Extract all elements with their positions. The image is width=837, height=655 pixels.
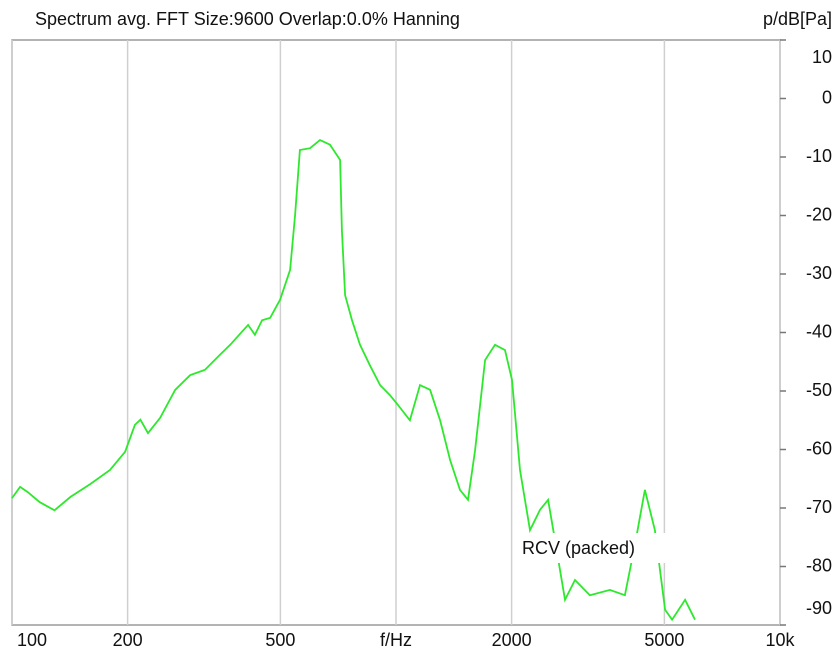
data-line	[11, 138, 696, 622]
annotation-bg	[518, 533, 696, 563]
y-tick-label: -20	[806, 204, 832, 224]
x-tick-label: 10k	[765, 630, 795, 650]
x-tick-label: 200	[113, 630, 143, 650]
y-tick-label: -50	[806, 380, 832, 400]
y-tick-label: -40	[806, 321, 832, 341]
y-tick-label: -70	[806, 497, 832, 517]
annotation: RCV (packed)	[522, 538, 635, 558]
x-tick-label: f/Hz	[380, 630, 412, 650]
x-tick-label: 100	[17, 630, 47, 650]
x-tick-label: 500	[265, 630, 295, 650]
x-tick-label: 5000	[644, 630, 684, 650]
y-tick-label: 10	[812, 47, 832, 67]
y-tick-label: -90	[806, 598, 832, 618]
y-axis-label: p/dB[Pa]	[763, 9, 832, 29]
chart-title: Spectrum avg. FFT Size:9600 Overlap:0.0%…	[35, 9, 460, 29]
x-tick-label: 2000	[492, 630, 532, 650]
y-tick-label: -10	[806, 146, 832, 166]
y-tick-label: -60	[806, 438, 832, 458]
y-tick-label: -30	[806, 263, 832, 283]
y-tick-label: -80	[806, 555, 832, 575]
y-tick-label: 0	[822, 87, 832, 107]
